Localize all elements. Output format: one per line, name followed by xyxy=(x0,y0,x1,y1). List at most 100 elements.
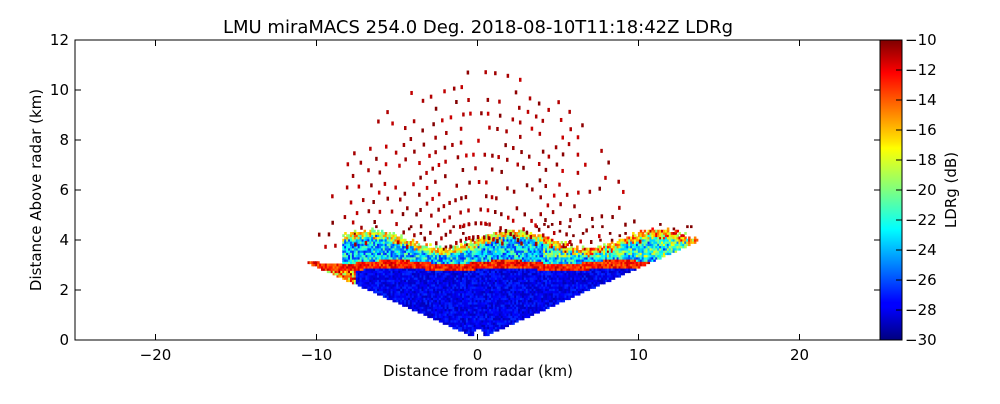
ldr-pixel xyxy=(506,265,510,269)
ldr-pixel xyxy=(492,297,496,301)
ldr-pixel xyxy=(463,315,467,319)
ldr-pixel xyxy=(392,263,396,267)
ldr-pixel xyxy=(537,297,540,301)
ldr-pixel xyxy=(568,288,571,292)
ldr-pixel xyxy=(471,297,475,301)
ldr-pixel xyxy=(456,299,459,303)
ldr-pixel xyxy=(516,277,519,280)
ldr-pixel xyxy=(547,295,550,298)
ldr-pixel xyxy=(454,281,457,285)
ldr-pixel xyxy=(514,297,517,301)
ldr-pixel xyxy=(404,295,407,298)
ldr-pixel xyxy=(624,261,627,265)
ldr-pixel xyxy=(556,277,560,280)
ldr-pixel xyxy=(462,259,465,262)
ldr-pixel xyxy=(510,243,513,247)
ldr-pixel xyxy=(622,268,625,271)
ldr-pixel xyxy=(691,238,695,242)
ldr-pixel xyxy=(533,288,537,292)
ldr-pixel xyxy=(521,259,525,262)
ldr-pixel xyxy=(531,313,535,316)
ldr-pixel xyxy=(359,247,363,251)
ldr-pixel xyxy=(597,252,600,256)
ldr-pixel xyxy=(531,304,535,307)
ldr-pixel xyxy=(564,252,567,256)
ldr-pixel xyxy=(581,254,585,258)
ldr-pixel xyxy=(436,292,440,296)
ldr-pixel xyxy=(388,281,392,285)
ldr-pixel xyxy=(462,290,465,294)
ldr-pixel xyxy=(452,261,455,265)
ldr-pixel xyxy=(548,279,552,283)
ldr-pixel xyxy=(589,247,593,251)
ldr-pixel xyxy=(529,297,533,301)
ldr-pixel xyxy=(504,319,508,323)
ldr-pixel xyxy=(554,288,558,292)
ldr-pixel xyxy=(384,261,388,265)
ldr-pixel xyxy=(539,283,542,287)
ldr-pixel xyxy=(384,232,388,235)
ldr-pixel xyxy=(473,297,477,301)
ldr-pixel xyxy=(440,306,444,310)
ldr-pixel xyxy=(525,252,529,256)
ldr-pixel xyxy=(525,313,529,316)
ldr-pixel xyxy=(419,268,423,271)
ldr-pixel xyxy=(535,245,538,249)
ldr-pixel xyxy=(581,279,585,283)
ldr-pixel xyxy=(402,252,405,256)
ldr-pixel xyxy=(425,268,428,271)
ldr-pixel xyxy=(529,279,533,283)
ldr-pixel xyxy=(492,304,496,307)
ldr-pixel xyxy=(342,259,345,262)
ldr-pixel xyxy=(483,250,486,253)
ldr-pixel xyxy=(456,283,459,287)
ldr-pixel xyxy=(481,259,484,262)
ldr-pixel xyxy=(436,247,440,251)
ldr-pixel xyxy=(489,313,492,316)
ldr-pixel xyxy=(491,331,494,334)
ldr-pixel xyxy=(404,301,407,305)
ldr-pixel xyxy=(506,286,510,289)
ldr-pixel xyxy=(630,259,633,262)
ldr-pixel xyxy=(533,241,537,244)
ldr-pixel xyxy=(380,272,384,276)
ldr-pixel xyxy=(547,259,550,262)
ldr-pixel xyxy=(456,272,459,276)
ldr-pixel xyxy=(554,265,558,269)
ldr-pixel xyxy=(409,286,413,289)
ldr-pixel xyxy=(593,283,596,287)
ldr-pixel xyxy=(407,295,411,298)
ldr-pixel xyxy=(324,268,328,271)
ldr-pixel xyxy=(550,256,554,260)
ldr-pixel xyxy=(541,263,544,267)
ldr-pixel xyxy=(371,270,374,274)
noise-speckle xyxy=(430,213,433,218)
ldr-pixel xyxy=(398,261,401,265)
ldr-pixel xyxy=(388,234,392,238)
ldr-pixel xyxy=(396,243,399,247)
ldr-pixel xyxy=(390,259,394,262)
ldr-pixel xyxy=(550,238,554,242)
ldr-pixel xyxy=(485,322,488,325)
ldr-pixel xyxy=(400,250,403,253)
ldr-pixel xyxy=(506,247,510,251)
ldr-pixel xyxy=(456,322,459,325)
ldr-pixel xyxy=(502,283,506,287)
ldr-pixel xyxy=(348,272,351,276)
ldr-pixel xyxy=(477,245,481,249)
ldr-pixel xyxy=(637,232,641,235)
ldr-pixel xyxy=(535,259,538,262)
ldr-pixel xyxy=(543,236,546,240)
ldr-pixel xyxy=(492,250,496,253)
ldr-pixel xyxy=(612,263,616,267)
ldr-pixel xyxy=(548,297,552,301)
ldr-pixel xyxy=(527,247,531,251)
ldr-pixel xyxy=(657,241,660,244)
ldr-pixel xyxy=(508,252,511,256)
ldr-pixel xyxy=(616,250,620,253)
ldr-pixel xyxy=(419,286,423,289)
ldr-pixel xyxy=(533,301,537,305)
ldr-pixel xyxy=(523,245,527,249)
ldr-pixel xyxy=(523,310,527,314)
ldr-pixel xyxy=(664,236,668,240)
